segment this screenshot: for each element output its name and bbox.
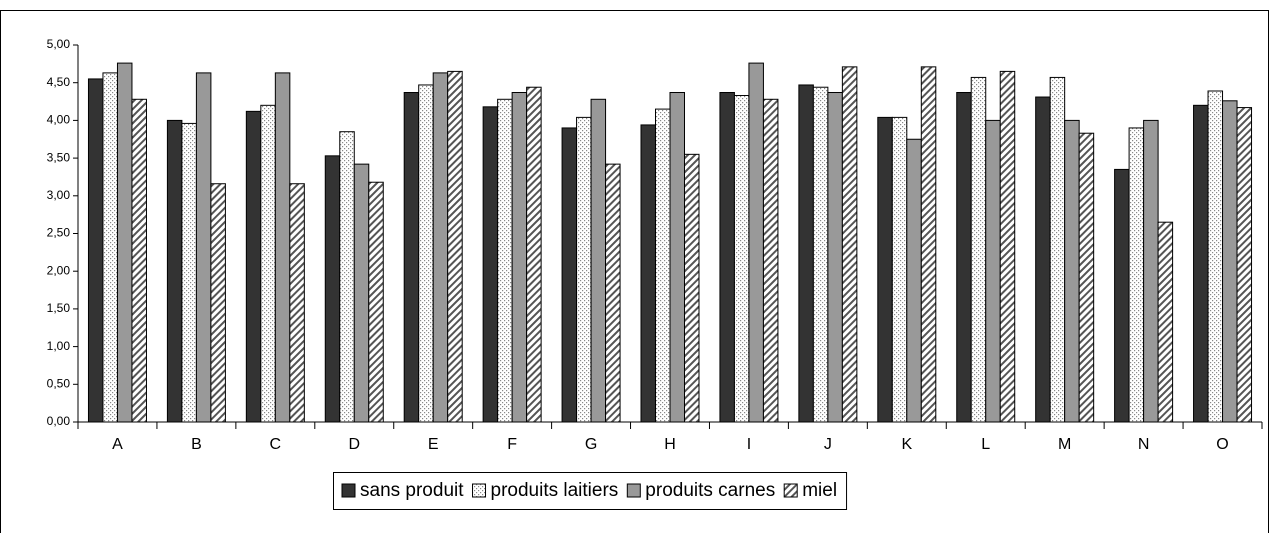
bar <box>324 155 341 423</box>
y-tick-label: 2,50 <box>47 226 71 240</box>
legend-label: produits carnes <box>645 480 775 501</box>
bar <box>403 92 420 423</box>
chart-frame <box>0 10 1269 533</box>
x-tick-label: H <box>664 436 676 453</box>
x-tick-label: D <box>348 436 360 453</box>
bar <box>812 86 829 423</box>
legend-swatch <box>783 483 798 498</box>
bar <box>748 62 764 423</box>
x-tick-label: M <box>1058 436 1071 453</box>
x-tick-label: N <box>1138 436 1150 453</box>
bar <box>877 116 893 423</box>
bar <box>339 131 355 423</box>
y-tick-label: 5,00 <box>47 37 71 51</box>
y-tick-label: 1,50 <box>47 301 71 315</box>
bar <box>1128 127 1145 423</box>
bar <box>210 183 226 423</box>
bar <box>181 122 197 423</box>
bar <box>970 76 987 423</box>
bar <box>87 78 104 423</box>
bar <box>368 181 384 423</box>
bar <box>353 163 370 423</box>
bar <box>447 70 463 423</box>
bar <box>260 104 276 423</box>
x-tick-label: A <box>112 436 123 453</box>
bar <box>1222 100 1238 423</box>
bar <box>166 119 183 423</box>
y-tick-label: 4,50 <box>47 75 71 89</box>
legend-label: miel <box>802 480 837 501</box>
bar <box>733 95 750 423</box>
bar <box>511 92 528 423</box>
x-tick-label: G <box>585 436 597 453</box>
bar <box>920 66 937 423</box>
bar <box>655 108 671 423</box>
bar <box>999 70 1016 423</box>
x-tick-label: L <box>981 436 990 453</box>
legend-label: sans produit <box>360 480 464 501</box>
legend-swatch <box>626 483 641 498</box>
bar <box>576 116 592 423</box>
bar <box>1049 76 1066 423</box>
bar <box>432 72 449 423</box>
x-tick-label: O <box>1216 436 1228 453</box>
bar <box>841 66 858 423</box>
bar <box>526 86 542 423</box>
bar <box>798 84 814 423</box>
y-tick-label: 0,50 <box>47 376 71 390</box>
x-tick-label: I <box>747 436 751 453</box>
bar <box>274 72 291 423</box>
bar <box>906 138 922 423</box>
x-tick-label: E <box>428 436 439 453</box>
bar <box>1143 119 1159 423</box>
bar <box>561 127 578 423</box>
bar <box>131 98 147 423</box>
legend-swatch <box>341 483 356 498</box>
bar <box>116 62 133 423</box>
bar <box>482 106 499 423</box>
legend-label: produits laitiers <box>491 480 619 501</box>
bar <box>684 153 700 423</box>
bar <box>762 98 779 423</box>
x-tick-label: F <box>507 436 517 453</box>
x-tick-label: B <box>191 436 202 453</box>
y-tick-label: 3,00 <box>47 188 71 202</box>
y-tick-label: 1,00 <box>47 339 71 353</box>
legend <box>333 472 848 510</box>
bar <box>827 92 843 423</box>
bar <box>1064 119 1080 423</box>
bar <box>1157 221 1174 423</box>
bar <box>1193 104 1209 423</box>
bar <box>1078 132 1095 423</box>
bar <box>956 92 972 423</box>
y-tick-label: 3,50 <box>47 150 71 164</box>
bar <box>891 116 908 423</box>
bar <box>985 119 1001 423</box>
x-tick-label: C <box>270 436 282 453</box>
bar <box>719 92 735 423</box>
bar <box>1236 107 1253 423</box>
bar <box>1035 96 1051 423</box>
y-tick-label: 0,00 <box>47 414 71 428</box>
bar <box>497 98 513 423</box>
bar <box>289 183 305 423</box>
bar <box>195 72 212 423</box>
x-tick-label: K <box>901 436 912 453</box>
y-tick-label: 2,00 <box>47 263 71 277</box>
y-tick-label: 4,00 <box>47 113 71 127</box>
bar <box>590 98 607 423</box>
bar <box>245 110 262 423</box>
bar <box>418 84 434 423</box>
bar <box>605 163 621 423</box>
bar <box>102 72 118 423</box>
bar <box>669 92 685 423</box>
x-tick-label: J <box>824 436 832 453</box>
bar <box>640 124 656 423</box>
bar <box>1114 168 1130 423</box>
legend-swatch <box>472 483 487 498</box>
bar <box>1207 90 1224 423</box>
